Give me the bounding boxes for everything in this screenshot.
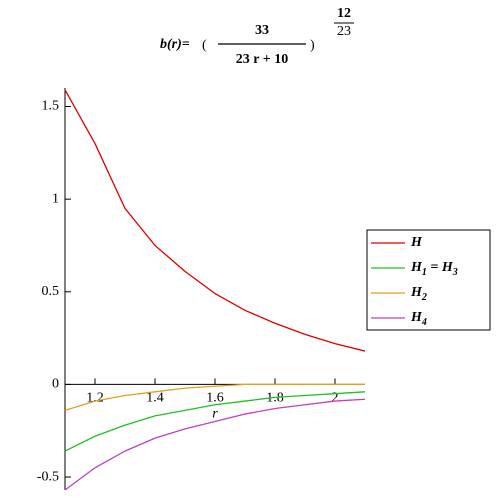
legend-label: H — [410, 235, 423, 250]
legend-box — [366, 229, 491, 331]
paren: ) — [310, 38, 315, 53]
y-tick-label: 0.5 — [42, 284, 60, 299]
paren: ( — [202, 38, 207, 53]
series-line — [64, 89, 366, 352]
y-tick-label: 1.5 — [42, 99, 60, 114]
title-exp-denominator: 23 — [337, 24, 351, 39]
title-numerator: 33 — [255, 23, 269, 38]
y-tick-label: 1 — [52, 191, 59, 206]
x-tick-label: 1.8 — [266, 391, 284, 406]
series-line — [64, 391, 366, 452]
chart-title: b(r)= ( 33 23 r + 10 ) 12 23 — [160, 6, 354, 67]
series-line — [64, 398, 366, 491]
x-tick-label: 1.4 — [146, 391, 164, 406]
legend-label: H4 — [410, 310, 427, 328]
x-tick-label: 2 — [332, 391, 339, 406]
legend-label: H1 = H3 — [410, 260, 458, 278]
y-tick-label: 0 — [52, 377, 59, 392]
x-axis-label: r — [212, 407, 218, 422]
title-lhs: b(r)= — [160, 37, 190, 52]
title-exp-numerator: 12 — [337, 6, 351, 21]
y-tick-label: -0.5 — [37, 469, 59, 484]
x-tick-label: 1.6 — [206, 391, 224, 406]
series-line — [64, 383, 365, 411]
legend-label: H2 — [410, 285, 427, 303]
title-denominator: 23 r + 10 — [236, 52, 288, 67]
